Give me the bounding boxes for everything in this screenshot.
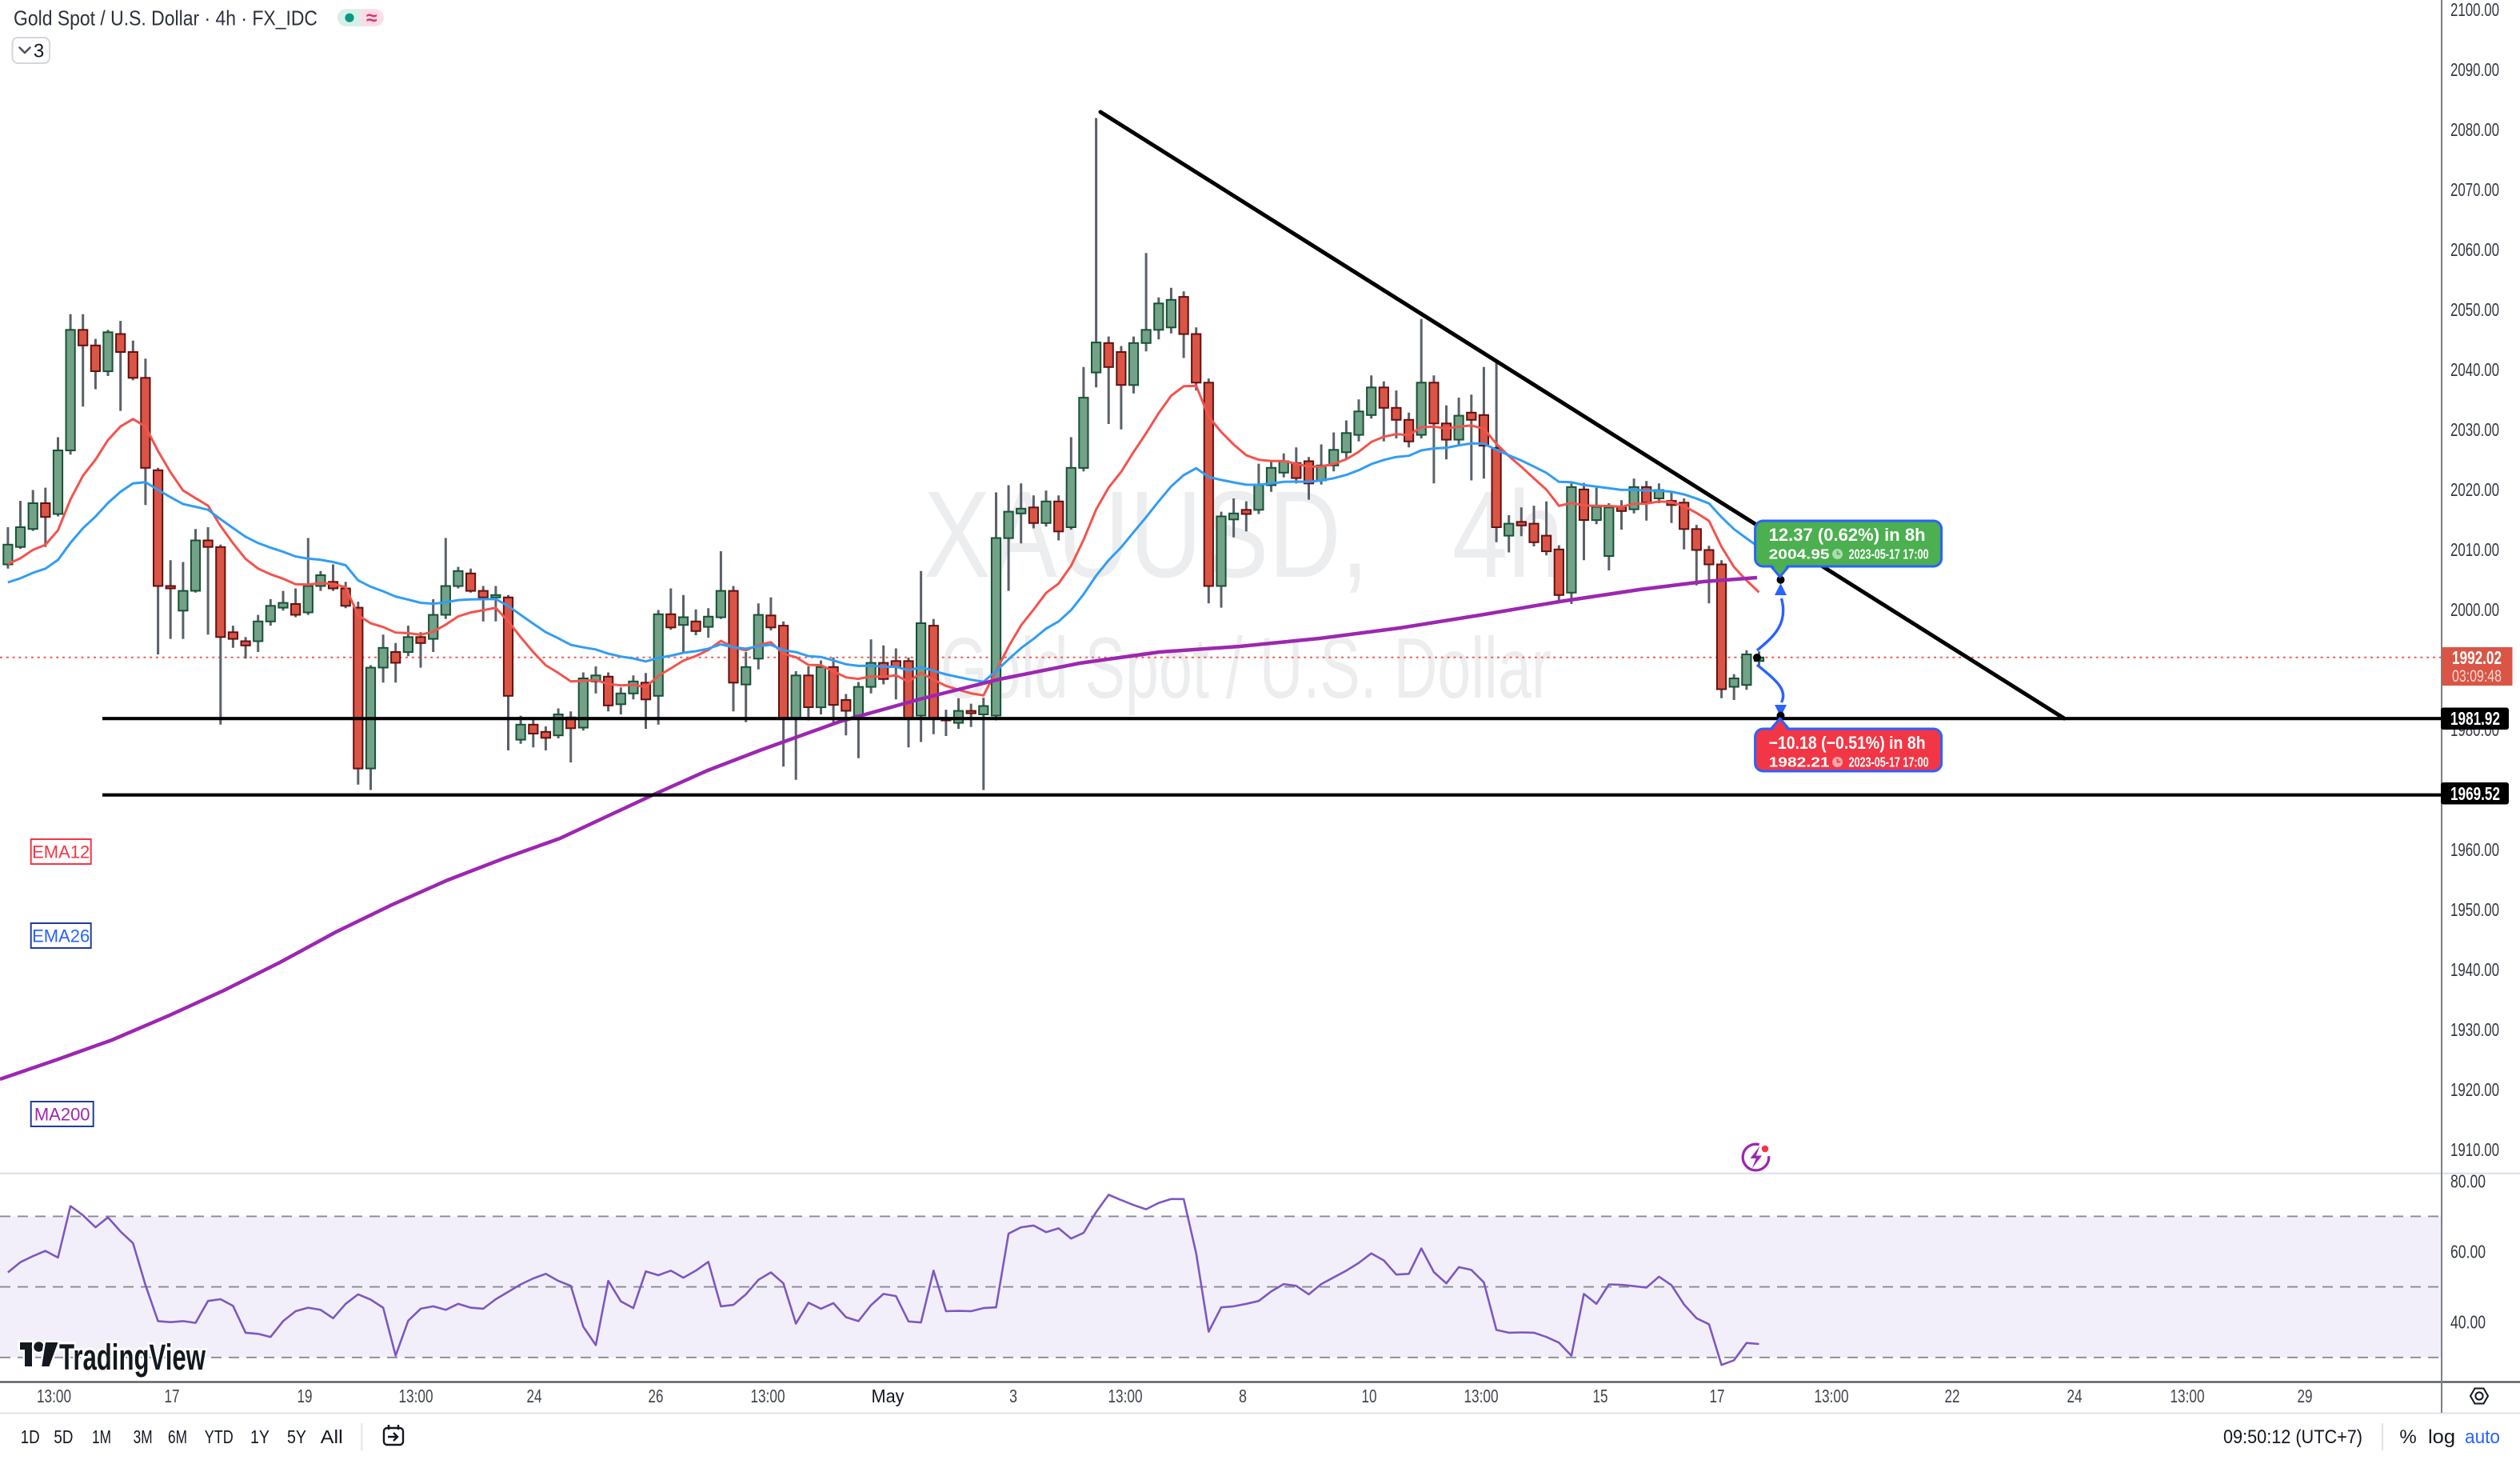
svg-text:13:00: 13:00 (2171, 1386, 2205, 1406)
svg-text:6M: 6M (168, 1426, 187, 1447)
svg-text:May: May (872, 1386, 905, 1406)
svg-text:5Y: 5Y (287, 1426, 306, 1447)
svg-text:80.00: 80.00 (2450, 1170, 2486, 1191)
svg-text:1920.00: 1920.00 (2450, 1079, 2499, 1100)
svg-text:2023-05-17 17:00: 2023-05-17 17:00 (1849, 546, 1929, 562)
svg-text:auto: auto (2465, 1426, 2500, 1448)
svg-text:1950.00: 1950.00 (2450, 899, 2499, 920)
svg-text:1982.21: 1982.21 (1769, 754, 1830, 770)
svg-text:1960.00: 1960.00 (2450, 839, 2499, 860)
svg-text:1D: 1D (21, 1426, 40, 1447)
svg-text:1969.52: 1969.52 (2450, 783, 2500, 804)
svg-text:60.00: 60.00 (2450, 1242, 2486, 1262)
svg-text:EMA12: EMA12 (32, 842, 90, 862)
svg-text:13:00: 13:00 (399, 1386, 433, 1406)
svg-text:22: 22 (1945, 1386, 1960, 1406)
svg-text:5D: 5D (54, 1426, 73, 1447)
svg-text:2090.00: 2090.00 (2450, 59, 2499, 80)
svg-text:2030.00: 2030.00 (2450, 419, 2499, 440)
svg-text:≈: ≈ (366, 7, 377, 30)
svg-text:24: 24 (2067, 1386, 2083, 1406)
svg-text:17: 17 (165, 1386, 180, 1406)
svg-text:3M: 3M (134, 1426, 153, 1447)
svg-text:17: 17 (1710, 1386, 1725, 1406)
svg-text:Gold Spot / U.S. Dollar: Gold Spot / U.S. Dollar (941, 619, 1552, 716)
svg-text:1981.92: 1981.92 (2450, 708, 2500, 729)
svg-text:2020.00: 2020.00 (2450, 479, 2499, 500)
svg-text:EMA26: EMA26 (32, 926, 90, 946)
svg-text:2010.00: 2010.00 (2450, 539, 2499, 560)
svg-text:19: 19 (298, 1386, 313, 1406)
svg-text:13:00: 13:00 (1815, 1386, 1849, 1406)
svg-text:26: 26 (649, 1386, 664, 1406)
svg-text:MA200: MA200 (34, 1105, 90, 1125)
svg-text:1930.00: 1930.00 (2450, 1019, 2499, 1040)
svg-text:1Y: 1Y (250, 1426, 270, 1447)
svg-text:13:00: 13:00 (1464, 1386, 1499, 1406)
svg-text:1M: 1M (92, 1426, 111, 1447)
svg-text:2070.00: 2070.00 (2450, 179, 2499, 200)
svg-text:XAUUSD, 4h: XAUUSD, 4h (924, 466, 1564, 603)
svg-text:24: 24 (527, 1386, 542, 1406)
svg-text:2050.00: 2050.00 (2450, 299, 2499, 320)
svg-text:29: 29 (2298, 1386, 2313, 1406)
svg-text:All: All (321, 1426, 343, 1447)
svg-text:log: log (2428, 1426, 2455, 1448)
svg-text:2080.00: 2080.00 (2450, 119, 2499, 140)
svg-text:15: 15 (1593, 1386, 1608, 1406)
svg-text:2000.00: 2000.00 (2450, 599, 2499, 620)
svg-text:40.00: 40.00 (2450, 1312, 2486, 1333)
svg-text:13:00: 13:00 (37, 1386, 71, 1406)
svg-text:12.37 (0.62%) in 8h: 12.37 (0.62%) in 8h (1769, 525, 1926, 545)
svg-text:1992.02: 1992.02 (2452, 647, 2502, 668)
svg-text:13:00: 13:00 (1108, 1386, 1143, 1406)
svg-text:TradingView: TradingView (59, 1337, 206, 1378)
svg-text:3: 3 (34, 41, 44, 62)
svg-text:2060.00: 2060.00 (2450, 239, 2499, 260)
svg-text:09:50:12 (UTC+7): 09:50:12 (UTC+7) (2223, 1426, 2362, 1448)
svg-text:2100.00: 2100.00 (2450, 0, 2499, 20)
svg-text:YTD: YTD (205, 1426, 234, 1447)
svg-text:%: % (2399, 1426, 2416, 1448)
svg-text:3: 3 (1009, 1386, 1017, 1406)
svg-text:8: 8 (1239, 1386, 1247, 1406)
svg-text:1940.00: 1940.00 (2450, 959, 2499, 980)
svg-text:Gold Spot / U.S. Dollar · 4h ·: Gold Spot / U.S. Dollar · 4h · FX_IDC (14, 6, 317, 30)
svg-text:−10.18 (−0.51%) in 8h: −10.18 (−0.51%) in 8h (1769, 733, 1926, 753)
svg-text:2004.95: 2004.95 (1769, 546, 1830, 562)
svg-text:13:00: 13:00 (751, 1386, 785, 1406)
svg-text:03:09:48: 03:09:48 (2452, 667, 2502, 686)
svg-text:2023-05-17 17:00: 2023-05-17 17:00 (1849, 754, 1929, 770)
svg-text:10: 10 (1362, 1386, 1377, 1406)
svg-text:2040.00: 2040.00 (2450, 359, 2499, 380)
svg-text:1910.00: 1910.00 (2450, 1139, 2499, 1160)
